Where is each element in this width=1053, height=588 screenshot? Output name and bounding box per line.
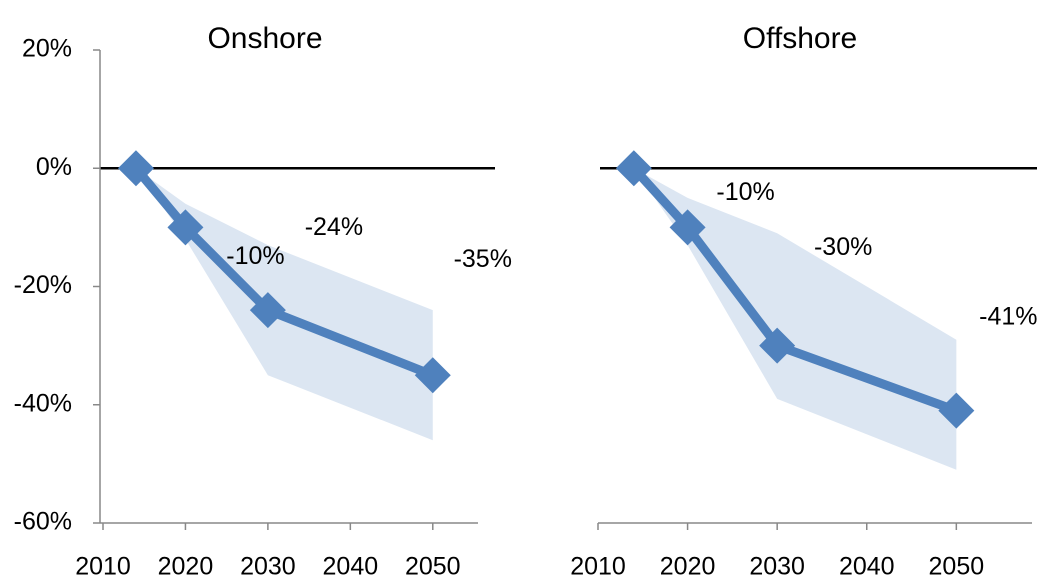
x-tick-label: 2050 bbox=[929, 553, 985, 581]
y-tick-label: -20% bbox=[14, 271, 72, 299]
y-tick-label: 20% bbox=[22, 35, 72, 63]
data-label: -10% bbox=[716, 178, 774, 206]
range-band bbox=[633, 168, 957, 470]
data-point bbox=[938, 392, 975, 429]
range-band bbox=[135, 168, 433, 441]
x-tick-label: 2010 bbox=[75, 553, 131, 581]
data-point bbox=[249, 292, 286, 329]
y-tick-label: -40% bbox=[14, 389, 72, 417]
x-tick-label: 2010 bbox=[570, 553, 626, 581]
data-point bbox=[117, 150, 154, 187]
chart-title: Onshore bbox=[207, 22, 322, 55]
data-point bbox=[615, 150, 652, 187]
x-tick-label: 2020 bbox=[158, 553, 214, 581]
x-tick-label: 2020 bbox=[660, 553, 716, 581]
x-tick-label: 2030 bbox=[240, 553, 296, 581]
data-label: -24% bbox=[305, 213, 363, 241]
data-line bbox=[630, 165, 958, 415]
data-label: -30% bbox=[814, 233, 872, 261]
x-tick-label: 2040 bbox=[839, 553, 895, 581]
data-label: -10% bbox=[226, 242, 284, 270]
data-point bbox=[759, 327, 796, 364]
chart-title: Offshore bbox=[743, 22, 858, 55]
data-point bbox=[669, 209, 706, 246]
data-point bbox=[167, 209, 204, 246]
data-line bbox=[132, 165, 435, 380]
x-tick-label: 2050 bbox=[405, 553, 461, 581]
data-point bbox=[414, 357, 451, 394]
y-tick-label: -60% bbox=[14, 508, 72, 536]
data-label: -41% bbox=[979, 302, 1037, 330]
x-tick-label: 2030 bbox=[749, 553, 805, 581]
x-tick-label: 2040 bbox=[323, 553, 379, 581]
data-label: -35% bbox=[454, 245, 512, 273]
y-tick-label: 0% bbox=[36, 153, 72, 181]
